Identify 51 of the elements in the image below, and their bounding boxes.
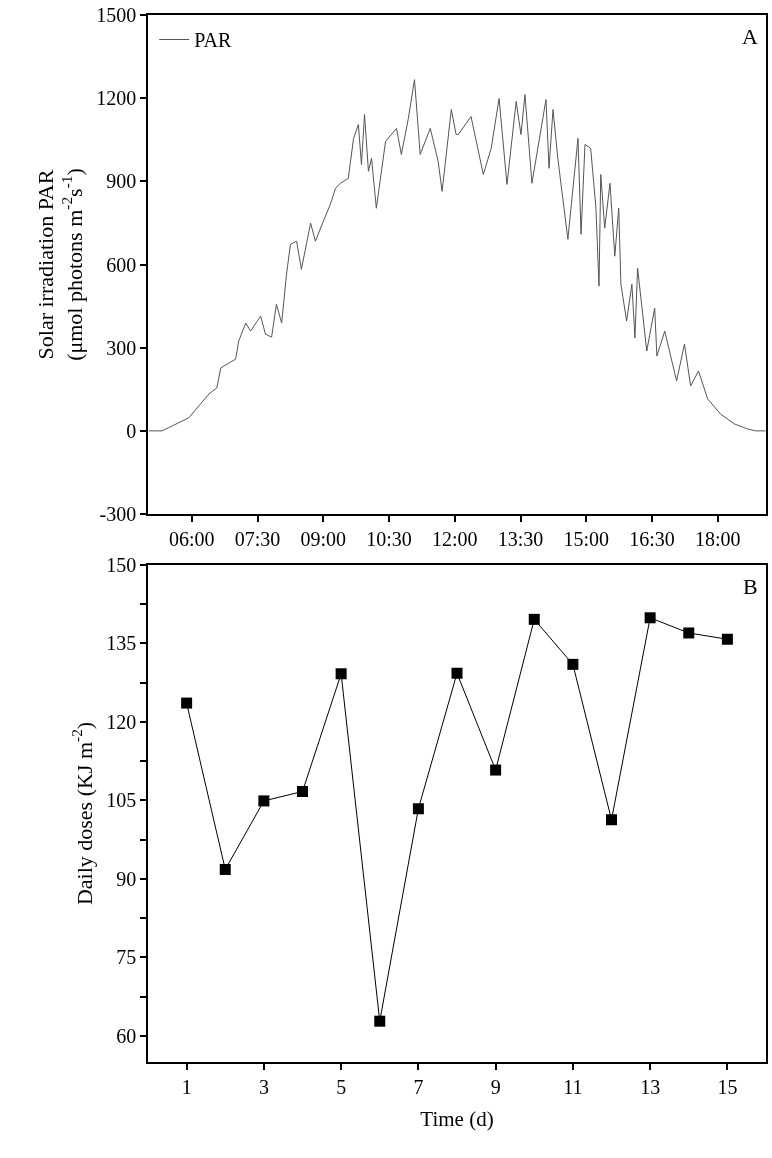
x-tick-label: 09:00 [300,527,347,550]
y-tick-label: 135 [106,632,137,655]
x-tick-label: 5 [336,1075,347,1098]
x-tick-label: 1 [181,1075,192,1098]
x-tick-label: 13 [640,1075,661,1098]
x-tick-label: 11 [563,1075,583,1098]
y-tick-label: 900 [106,170,137,193]
x-axis-title: Time (d) [420,1107,494,1132]
x-tick-label: 3 [258,1075,269,1098]
point [181,697,193,709]
x-tick-label: 18:00 [695,527,741,550]
point [683,627,695,639]
point [644,612,656,624]
x-tick-label: 13:30 [497,527,544,550]
point [606,814,617,826]
y-tick-label: 1500 [96,4,137,26]
y-tick-label: 60 [116,1024,137,1047]
point [567,658,579,670]
x-tick-label: 10:30 [366,527,412,550]
point [219,863,231,875]
y-tick-label: 105 [106,789,137,812]
point [335,668,347,680]
x-tick-label: 7 [413,1075,424,1098]
line-series [148,79,766,432]
point [374,1015,386,1027]
x-tick-label: 15:00 [563,527,610,550]
y-tick-label: 600 [106,253,137,276]
point [297,786,308,797]
point [451,667,463,679]
point [528,613,540,625]
x-tick-label: 15 [717,1075,738,1098]
point [721,633,733,645]
point [490,764,502,776]
y-tick-label: 0 [126,419,137,442]
y-tick-label: 150 [106,553,137,576]
annotation: A [742,24,758,49]
y-tick-label: 90 [116,867,137,890]
y-tick-label: 1200 [96,87,137,110]
x-tick-label: 12:00 [432,527,478,550]
y-tick-label: -300 [99,503,137,526]
y-tick-label: 300 [106,336,137,359]
legend-label: PAR [194,29,232,52]
x-tick-label: 07:30 [234,527,281,550]
point [258,795,270,807]
y-tick-label: 75 [116,946,137,969]
x-tick-label: 06:00 [169,527,215,550]
x-tick-label: 16:30 [629,527,675,550]
annotation: B [743,574,758,599]
x-tick-label: 9 [490,1075,501,1098]
point [412,803,424,815]
y-tick-label: 120 [106,710,137,733]
